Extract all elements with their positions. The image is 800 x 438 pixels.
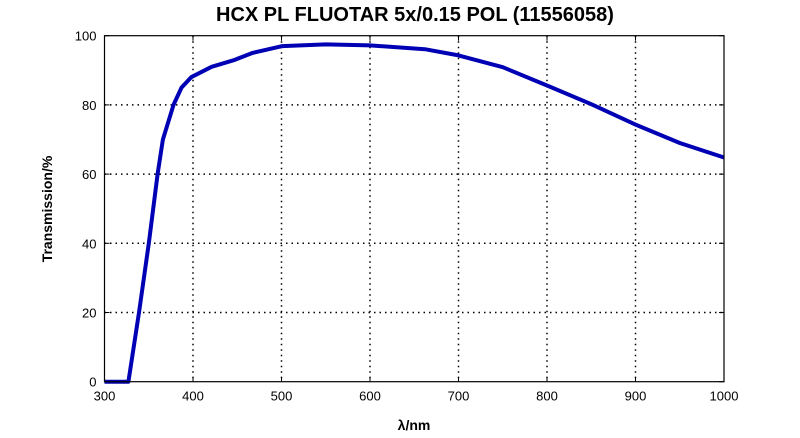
transmission-line <box>104 42 725 384</box>
x-axis-label: λ/nm <box>398 417 431 433</box>
y-tick-label: 0 <box>89 375 96 390</box>
x-tick-label: 800 <box>536 389 558 404</box>
axes-frame <box>103 35 725 383</box>
chart-title: HCX PL FLUOTAR 5x/0.15 POL (11556058) <box>216 4 614 26</box>
x-tick-label: 1000 <box>710 389 739 404</box>
x-tick-label: 900 <box>625 389 647 404</box>
y-tick-label: 100 <box>75 29 97 44</box>
y-tick-label: 40 <box>82 236 96 251</box>
y-axis-label: Transmission/% <box>39 155 55 262</box>
x-tick-label: 400 <box>182 389 204 404</box>
x-tick-label: 700 <box>448 389 470 404</box>
y-tick-label: 60 <box>82 167 96 182</box>
x-tick-label: 600 <box>359 389 381 404</box>
y-tick-label: 20 <box>82 306 96 321</box>
x-tick-label: 500 <box>271 389 293 404</box>
x-tick-label: 300 <box>94 389 116 404</box>
y-tick-label: 80 <box>82 98 96 113</box>
